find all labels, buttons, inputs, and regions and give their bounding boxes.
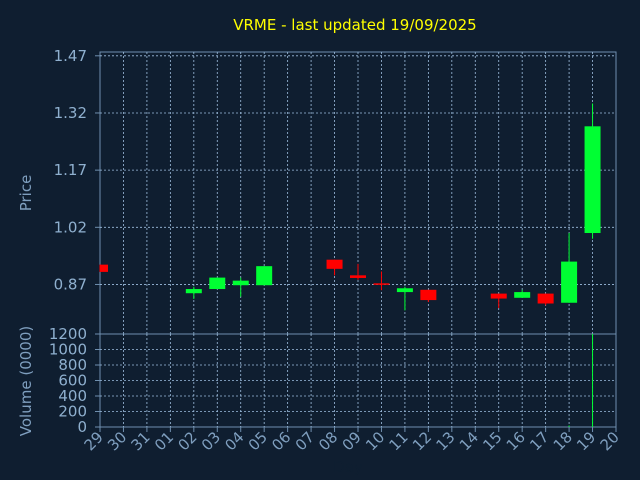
price-axis-label: Price (17, 175, 35, 212)
price-tick-label: 1.32 (54, 104, 87, 122)
candle-body (584, 126, 601, 234)
price-panel: 1.47 1.32 1.17 1.02 0.87 Price (17, 47, 617, 335)
price-gridlines (100, 52, 616, 334)
price-axis-ticks: 1.47 1.32 1.17 1.02 0.87 (54, 47, 100, 293)
day-tick-label: 07 (292, 428, 318, 454)
candle-body (185, 289, 202, 294)
volume-gridlines (100, 334, 616, 427)
candle-09 (350, 263, 366, 280)
chart-title: VRME - last updated 19/09/2025 (233, 16, 476, 34)
candle-body (209, 277, 226, 290)
day-tick-label: 14 (456, 428, 482, 454)
day-tick-label: 13 (432, 428, 458, 454)
candle-body (514, 292, 531, 298)
candle-02 (185, 286, 202, 299)
candle-29 (99, 264, 108, 272)
price-tick-label: 0.87 (54, 275, 87, 293)
day-tick-label: 19 (573, 428, 599, 454)
day-tick-label: 08 (315, 428, 341, 454)
day-tick-label: 17 (526, 428, 552, 454)
day-tick-label: 05 (245, 428, 271, 454)
candle-body (256, 266, 273, 286)
day-tick-label: 02 (174, 428, 200, 454)
day-tick-label: 12 (409, 428, 435, 454)
candle-15 (490, 293, 507, 309)
candle-04 (232, 277, 249, 297)
candle-17 (537, 293, 554, 306)
candle-body (232, 280, 249, 286)
candlestick-series (99, 103, 601, 311)
day-tick-label: 03 (198, 428, 224, 454)
candle-19 (584, 103, 601, 239)
day-tick-label: 30 (104, 428, 130, 454)
candle-body (100, 264, 108, 272)
day-tick-label: 20 (597, 428, 623, 454)
day-tick-label: 09 (339, 428, 365, 454)
candle-11 (396, 286, 413, 311)
day-tick-label: 01 (151, 428, 177, 454)
candle-body (350, 275, 366, 278)
day-tick-label: 11 (386, 428, 412, 454)
candle-05 (256, 266, 273, 286)
day-axis-ticks: 2930310102030405060708091011121314151617… (81, 427, 623, 454)
candle-03 (209, 277, 226, 290)
candle-body (561, 261, 578, 303)
day-tick-label: 18 (550, 428, 576, 454)
volume-tick-label: 400 (58, 387, 87, 405)
volume-axis-label: Volume (0000) (17, 326, 35, 436)
volume-tick-label: 800 (58, 356, 87, 374)
volume-tick-label: 1000 (49, 341, 87, 359)
volume-tick-label: 600 (58, 372, 87, 390)
day-axis-label: Day (333, 458, 363, 476)
candle-body (490, 293, 507, 299)
day-tick-label: 04 (221, 428, 247, 454)
volume-tick-label: 0 (77, 418, 87, 436)
day-tick-label: 16 (503, 428, 529, 454)
price-tick-label: 1.17 (54, 161, 87, 179)
candle-body (326, 259, 343, 269)
candle-16 (514, 289, 531, 298)
price-tick-label: 1.02 (54, 218, 87, 236)
candle-12 (420, 289, 437, 302)
candle-18 (561, 233, 578, 303)
volume-bar-series (568, 334, 594, 427)
candle-10 (373, 271, 390, 291)
candle-08 (326, 259, 343, 276)
day-tick-label: 10 (362, 428, 388, 454)
candle-body (537, 293, 554, 304)
candle-body (420, 289, 437, 301)
price-tick-label: 1.47 (54, 47, 87, 65)
volume-tick-label: 200 (58, 403, 87, 421)
day-tick-label: 15 (479, 428, 505, 454)
candle-body (373, 283, 390, 285)
volume-tick-label: 1200 (49, 325, 87, 343)
day-tick-label: 06 (268, 428, 294, 454)
candle-body (396, 288, 413, 293)
day-tick-label: 31 (128, 428, 154, 454)
